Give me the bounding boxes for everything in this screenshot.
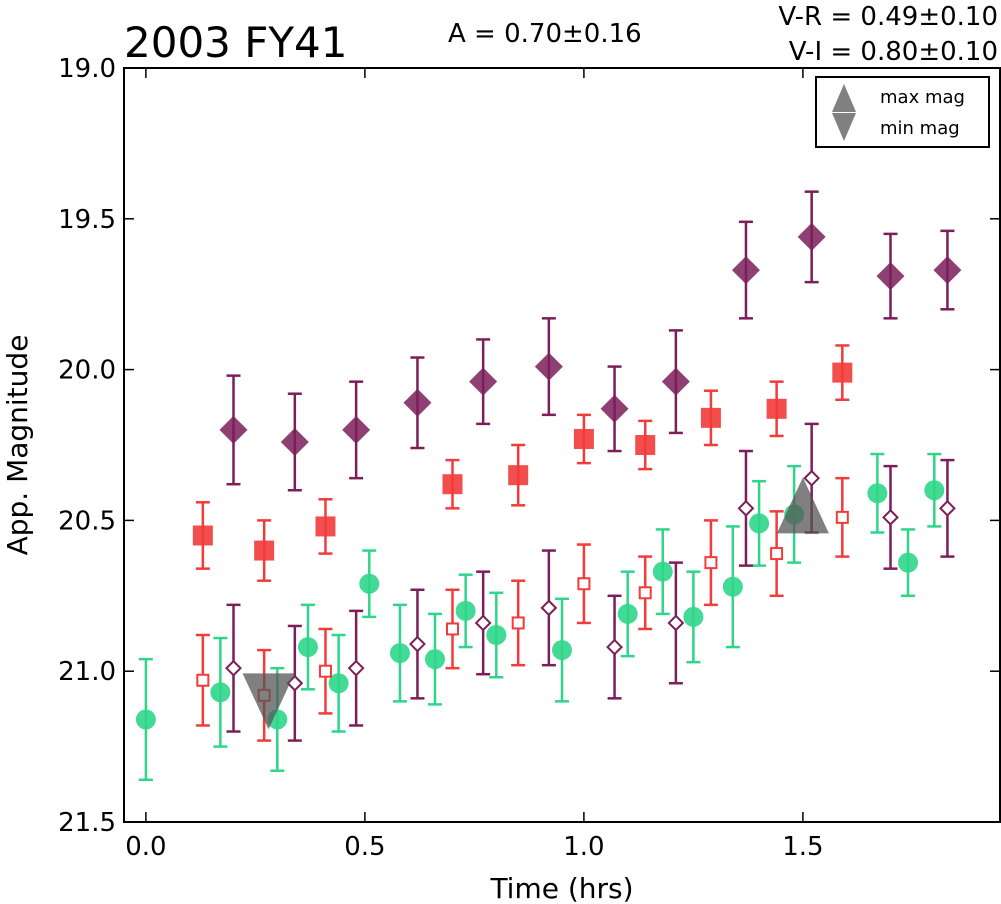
data-point-open-square: [638, 586, 652, 600]
x-tick-label: 1.0: [563, 832, 604, 862]
data-point-filled-circle: [359, 573, 380, 594]
data-point-open-diamond: [540, 599, 558, 617]
data-point-filled-diamond: [280, 427, 309, 456]
data-point-open-square: [196, 673, 210, 687]
data-point-filled-square: [832, 362, 853, 383]
data-point-filled-diamond: [933, 256, 962, 285]
data-point-filled-circle: [552, 640, 572, 661]
data-point-filled-circle: [867, 483, 888, 504]
data-point-open-square: [835, 510, 849, 524]
legend-entry-min-mag: min mag: [880, 118, 960, 139]
data-point-filled-circle: [455, 600, 476, 621]
x-axis-ticks: 0.0 0.5 1.0 1.5: [125, 68, 824, 862]
data-point-filled-circle: [652, 561, 673, 582]
data-point-filled-circle: [898, 552, 919, 573]
triangle-up-marker: [776, 477, 829, 534]
data-point-filled-square: [442, 474, 463, 495]
y-tick-label: 21.0: [58, 657, 116, 687]
data-point-filled-circle: [722, 576, 743, 597]
data-point-filled-square: [192, 525, 213, 546]
data-point-filled-diamond: [534, 352, 563, 381]
data-point-open-square: [577, 577, 591, 591]
legend: max mag min mag: [815, 76, 990, 148]
data-point-open-square: [770, 547, 784, 561]
data-point-filled-square: [315, 516, 336, 537]
data-point-filled-circle: [424, 649, 445, 670]
data-series: [135, 190, 962, 782]
y-tick-label: 19.0: [58, 54, 116, 84]
data-point-filled-circle: [749, 513, 770, 534]
data-point-filled-circle: [683, 606, 704, 627]
x-axis-label: Time (hrs): [489, 872, 633, 904]
data-point-filled-diamond: [797, 222, 826, 251]
legend-entry-max-mag: max mag: [880, 87, 965, 108]
data-point-filled-diamond: [219, 415, 248, 444]
data-point-filled-diamond: [661, 367, 690, 396]
data-point-open-diamond: [409, 635, 426, 653]
y-tick-label: 21.5: [58, 808, 116, 838]
data-point-open-square: [511, 616, 525, 630]
data-point-filled-diamond: [876, 262, 905, 291]
data-point-filled-circle: [135, 709, 156, 730]
data-point-filled-square: [700, 407, 721, 428]
x-tick-label: 0.0: [125, 832, 166, 862]
data-point-open-diamond: [882, 508, 899, 526]
y-axis-ticks: 19.0 19.5 20.0 20.5 21.0 21.5: [58, 54, 1000, 838]
chart-title: 2003 FY41: [124, 18, 348, 67]
x-tick-label: 1.5: [782, 832, 823, 862]
data-point-filled-circle: [389, 643, 410, 664]
legend-triangle-down-icon: [832, 113, 856, 141]
y-tick-label: 20.5: [58, 506, 116, 536]
data-point-filled-square: [508, 465, 529, 486]
y-tick-label: 19.5: [58, 205, 116, 235]
data-point-filled-circle: [328, 673, 349, 694]
data-point-filled-diamond: [469, 367, 498, 396]
data-point-filled-diamond: [403, 388, 432, 417]
data-point-open-square: [704, 556, 718, 570]
data-point-open-square: [318, 664, 332, 678]
data-point-filled-diamond: [600, 394, 629, 423]
data-point-filled-square: [766, 398, 787, 419]
data-point-open-diamond: [225, 659, 242, 677]
data-point-filled-circle: [924, 480, 945, 501]
data-point-open-diamond: [939, 499, 956, 517]
amplitude-annotation: A = 0.70±0.16: [448, 19, 642, 49]
legend-triangle-up-icon: [832, 84, 856, 112]
v-i-color-annotation: V-I = 0.80±0.10: [789, 37, 998, 67]
y-axis-label: App. Magnitude: [1, 335, 34, 556]
data-point-filled-square: [254, 540, 275, 561]
data-point-filled-circle: [297, 637, 318, 658]
data-point-open-diamond: [606, 638, 623, 656]
data-point-filled-circle: [210, 682, 231, 703]
series-filled-square: [192, 344, 853, 582]
triangle-down-marker: [242, 673, 295, 730]
v-r-color-annotation: V-R = 0.49±0.10: [778, 2, 998, 32]
data-point-open-square: [446, 622, 459, 636]
data-point-open-diamond: [474, 614, 492, 632]
data-point-filled-circle: [617, 603, 638, 624]
plot-area-frame: [123, 67, 1001, 823]
extrema-markers: [242, 477, 829, 730]
y-tick-label: 20.0: [58, 356, 116, 386]
data-point-filled-circle: [486, 625, 507, 646]
data-point-filled-square: [573, 428, 594, 449]
data-point-filled-diamond: [731, 256, 760, 285]
data-point-filled-square: [635, 435, 656, 455]
series-filled-circle: [135, 452, 945, 782]
data-point-open-diamond: [737, 499, 755, 517]
x-tick-label: 0.5: [344, 832, 385, 862]
data-point-open-diamond: [347, 659, 365, 677]
series-open-diamond: [225, 422, 956, 742]
data-point-filled-diamond: [342, 415, 371, 444]
series-filled-diamond: [219, 190, 962, 492]
data-point-open-diamond: [667, 614, 685, 632]
data-point-open-diamond: [803, 469, 821, 487]
axes: [123, 67, 1001, 823]
